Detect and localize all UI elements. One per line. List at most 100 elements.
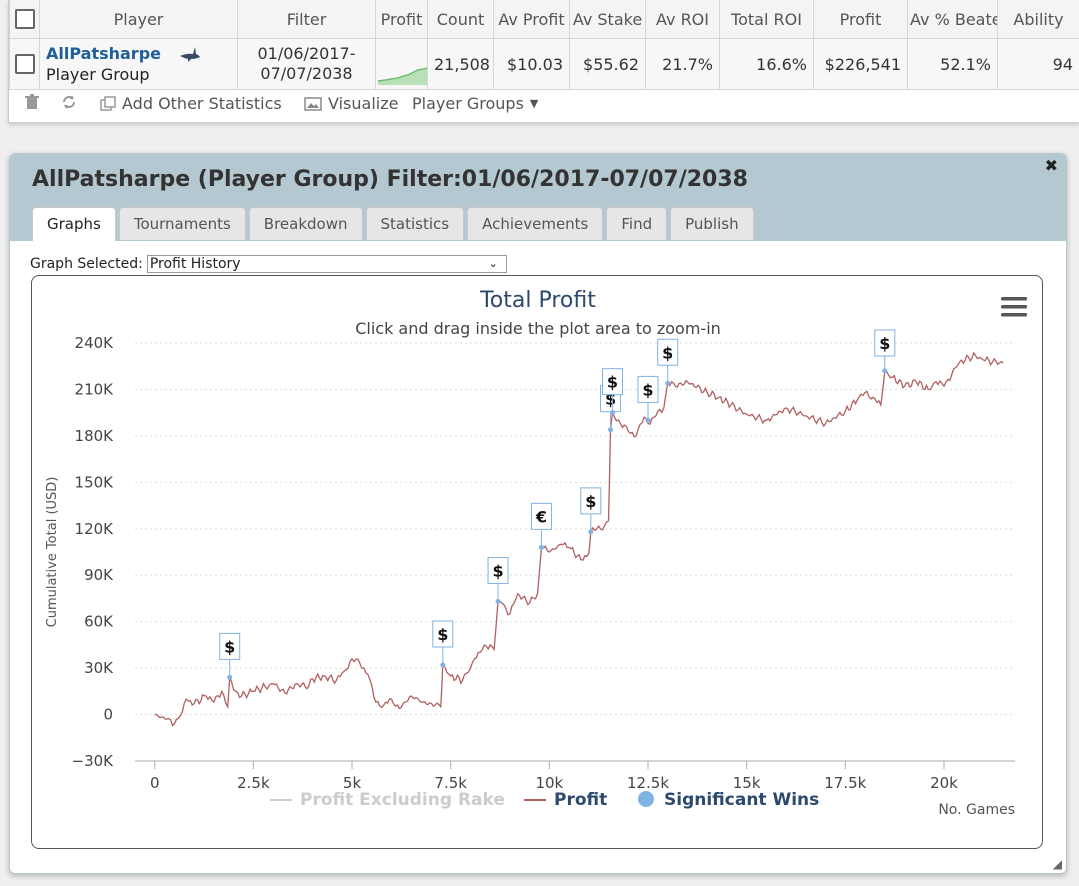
graph-select-value: Profit History (149, 256, 241, 272)
x-tick-label: 7.5k (434, 774, 467, 792)
row-select-cell (9, 38, 40, 90)
win-flag-box (601, 368, 623, 396)
chart-title: Total Profit (479, 288, 596, 313)
delete-icon[interactable] (24, 94, 40, 110)
menu-icon (1001, 313, 1027, 317)
col-header-player[interactable]: Player (39, 0, 238, 39)
shark-icon (180, 46, 200, 62)
player-stats-panel: Player Filter Profit Count Av Profit Av … (8, 0, 1079, 123)
win-flag-box (874, 329, 896, 357)
header-row: Player Filter Profit Count Av Profit Av … (9, 0, 1079, 39)
x-tick-label: 17.5k (824, 774, 866, 792)
win-flag-symbol: $ (662, 343, 673, 362)
tab-statistics[interactable]: Statistics (365, 207, 465, 240)
y-tick-label: 120K (75, 520, 115, 538)
graph-select[interactable]: Profit History ⌄ (146, 255, 507, 273)
x-axis-title: No. Games (938, 802, 1015, 818)
significant-win-point (645, 417, 651, 423)
win-flag-box (637, 375, 659, 403)
legend-excl-rake-label: Profit Excluding Rake (300, 790, 505, 810)
player-type-label: Player Group (46, 65, 150, 84)
select-all-cell (9, 0, 40, 39)
significant-win-point (440, 662, 446, 668)
significant-win-point (609, 410, 615, 416)
close-icon[interactable]: ✖ (1044, 156, 1058, 175)
player-groups-label: Player Groups (412, 94, 524, 113)
av-roi-cell: 21.7% (645, 38, 720, 90)
add-statistics-label: Add Other Statistics (122, 94, 282, 113)
x-tick-label: 10k (535, 774, 563, 792)
player-group-dialog: AllPatsharpe (Player Group) Filter:01/06… (9, 153, 1067, 874)
select-all-checkbox[interactable] (14, 9, 35, 30)
col-header-profit[interactable]: Profit (813, 0, 908, 39)
player-stats-table: Player Filter Profit Count Av Profit Av … (9, 0, 1079, 90)
ability-cell: 94 (997, 38, 1079, 90)
col-header-av-beaten[interactable]: Av % Beaten (907, 0, 998, 39)
filter-cell: 01/06/2017-07/07/2038 (237, 38, 376, 90)
chart-container[interactable]: Total Profit Click and drag inside the pl… (31, 275, 1043, 849)
win-flag-box (487, 557, 509, 585)
y-tick-label: 0 (103, 706, 113, 724)
col-header-av-profit[interactable]: Av Profit (493, 0, 570, 39)
graph-select-row: Graph Selected: Profit History ⌄ (30, 255, 507, 273)
graph-selected-label: Graph Selected: (30, 256, 143, 272)
copy-icon (100, 95, 116, 111)
profit-cell: $226,541 (813, 38, 908, 90)
win-flag-symbol: $ (224, 637, 235, 656)
tab-graphs[interactable]: Graphs (32, 207, 116, 241)
col-header-total-roi[interactable]: Total ROI (719, 0, 814, 39)
significant-win-point (495, 599, 501, 605)
player-groups-dropdown[interactable]: Player Groups ▼ (412, 94, 538, 113)
win-flag-symbol: $ (585, 492, 596, 511)
col-header-av-stake[interactable]: Av Stake (569, 0, 646, 39)
tab-find[interactable]: Find (606, 207, 668, 240)
y-tick-label: 90K (84, 566, 114, 584)
tab-publish[interactable]: Publish (670, 207, 754, 240)
tab-achievements[interactable]: Achievements (467, 207, 604, 240)
tab-breakdown[interactable]: Breakdown (248, 207, 363, 240)
significant-win-point (882, 368, 888, 374)
table-row[interactable]: AllPatsharpe Player Group 01/06/2017-07/… (9, 38, 1079, 90)
profit-sparkline (377, 67, 427, 85)
y-tick-label: 150K (75, 473, 115, 491)
tab-tournaments[interactable]: Tournaments (118, 207, 246, 240)
av-profit-cell: $10.03 (493, 38, 570, 90)
resize-grip-icon[interactable]: ◢ (1052, 857, 1062, 871)
visualize-button[interactable]: Visualize (304, 94, 398, 113)
legend-profit-label: Profit (554, 790, 607, 810)
refresh-icon[interactable] (61, 94, 77, 110)
win-flag-symbol: $ (879, 334, 890, 353)
x-tick-label: 12.5k (627, 774, 669, 792)
col-header-av-roi[interactable]: Av ROI (645, 0, 720, 39)
total-roi-cell: 16.6% (719, 38, 814, 90)
x-tick-label: 2.5k (237, 774, 270, 792)
col-header-count[interactable]: Count (427, 0, 494, 39)
x-tick-label: 20k (930, 774, 958, 792)
count-cell: 21,508 (427, 38, 494, 90)
y-tick-label: 210K (75, 380, 115, 398)
x-tick-label: 0 (150, 774, 160, 792)
x-tick-label: 5k (343, 774, 362, 792)
visualize-label: Visualize (328, 94, 399, 113)
win-flag-box (219, 632, 241, 660)
col-header-profit-graph[interactable]: Profit (375, 0, 428, 39)
profit-series-line (154, 351, 1004, 727)
col-header-ability[interactable]: Ability (997, 0, 1079, 39)
add-statistics-button[interactable]: Add Other Statistics (100, 94, 282, 113)
menu-icon (1001, 297, 1027, 301)
y-tick-label: 180K (75, 427, 115, 445)
win-flag-box (580, 487, 602, 515)
av-beaten-cell: 52.1% (907, 38, 998, 90)
win-flag-box (432, 620, 454, 648)
chart-subtitle: Click and drag inside the plot area to z… (355, 319, 721, 338)
av-stake-cell: $55.62 (569, 38, 646, 90)
x-tick-label: 15k (733, 774, 761, 792)
profit-chart[interactable]: Total Profit Click and drag inside the pl… (32, 276, 1042, 848)
player-name-link[interactable]: AllPatsharpe (46, 44, 161, 63)
y-tick-label: −30K (72, 752, 115, 770)
row-checkbox[interactable] (14, 54, 35, 75)
significant-win-point (588, 529, 594, 535)
win-flag-symbol: $ (437, 625, 448, 644)
caret-down-icon: ▼ (529, 97, 539, 110)
col-header-filter[interactable]: Filter (237, 0, 376, 39)
